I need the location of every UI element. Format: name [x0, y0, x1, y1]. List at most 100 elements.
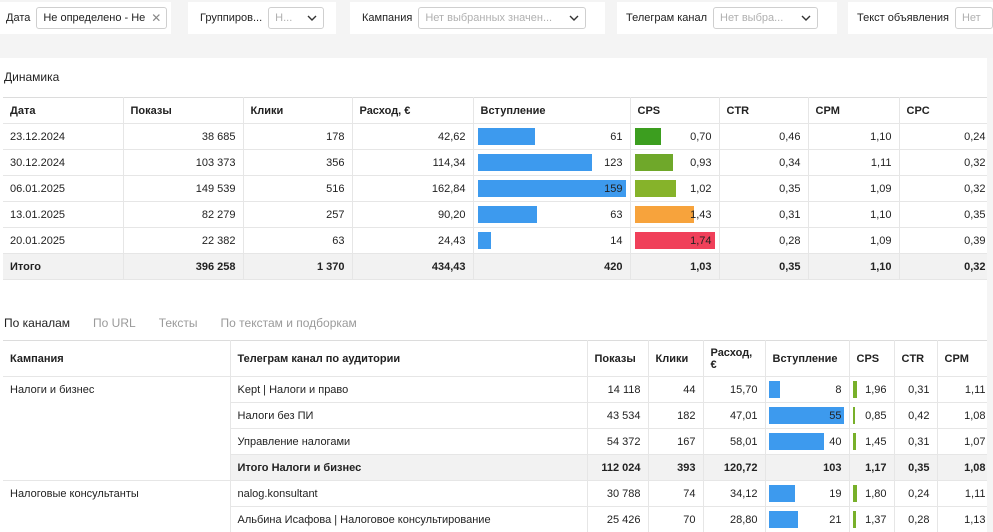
- cps-bar-cell: 1,74: [630, 227, 720, 254]
- table-row[interactable]: 30.12.2024 103 373 356 114,34 123 0,93 0,34 1,1…: [3, 149, 993, 176]
- telegram-filter: Телеграм канал Нет выбра...: [617, 2, 837, 34]
- column-header-campaign[interactable]: Кампания: [3, 340, 231, 377]
- date-cell: 13.01.2025: [3, 201, 124, 228]
- cpm-cell: 1,08: [937, 402, 993, 429]
- column-header-cps[interactable]: CPS: [630, 97, 720, 124]
- joins-bar-value: 19: [829, 487, 842, 500]
- cpc-cell: 0,32: [899, 149, 993, 176]
- joins-bar: [768, 485, 795, 502]
- total-clicks-cell: 1 370: [243, 253, 353, 280]
- close-icon[interactable]: ✕: [151, 11, 162, 25]
- channel-cell[interactable]: Альбина Исафова | Налоговое консультиров…: [230, 506, 588, 532]
- subtotal-cps-cell: 1,17: [849, 454, 895, 481]
- channel-cell[interactable]: Налоги без ПИ: [230, 402, 588, 429]
- column-header-shows[interactable]: Показы: [123, 97, 244, 124]
- cps-bar-cell: 1,96: [849, 376, 895, 403]
- cps-bar: [634, 206, 694, 223]
- column-header-date[interactable]: Дата: [3, 97, 124, 124]
- joins-bar-value: 63: [610, 208, 623, 221]
- joins-bar-value: 61: [610, 130, 623, 143]
- cpm-cell: 1,11: [808, 149, 900, 176]
- column-header-ctr[interactable]: CTR: [894, 340, 938, 377]
- adtext-filter-placeholder: Нет: [961, 12, 981, 24]
- telegram-filter-label: Телеграм канал: [626, 12, 708, 24]
- subtotal-row: Итого Налоги и бизнес 112 024 393 120,72 103…: [3, 454, 993, 481]
- column-header-clicks[interactable]: Клики: [648, 340, 704, 377]
- table-row[interactable]: Налоговые консультанты nalog.konsultant 30…: [3, 480, 993, 532]
- cps-bar: [634, 232, 715, 249]
- subtotal-shows-cell: 112 024: [587, 454, 649, 481]
- table-row[interactable]: 06.01.2025 149 539 516 162,84 159 1,02 0,35 1,0…: [3, 175, 993, 202]
- dynamics-header-row: Дата Показы Клики Расход, € Вступление C…: [3, 97, 993, 124]
- page-scrollbar[interactable]: [987, 58, 993, 532]
- cps-bar-value: 1,02: [690, 182, 712, 195]
- table-row[interactable]: Налоги и бизнес Kept | Налоги и право 14 1…: [3, 376, 993, 481]
- channel-cell[interactable]: nalog.konsultant: [230, 480, 588, 507]
- channel-cell[interactable]: Kept | Налоги и право: [230, 376, 588, 403]
- column-header-joins[interactable]: Вступление: [473, 97, 631, 124]
- date-filter-select[interactable]: Не определено - Не ✕: [36, 7, 168, 29]
- column-header-cpm[interactable]: CPM: [937, 340, 993, 377]
- column-header-telegram-channel[interactable]: Телеграм канал по аудитории: [230, 340, 588, 377]
- joins-bar: [768, 381, 780, 398]
- tab-by-url[interactable]: По URL: [93, 316, 136, 330]
- date-cell: 20.01.2025: [3, 227, 124, 254]
- ctr-cell: 0,31: [719, 201, 809, 228]
- channel-cell[interactable]: Управление налогами: [230, 428, 588, 455]
- cps-bar-cell: 0,85: [849, 402, 895, 429]
- spend-cell: 42,62: [352, 123, 474, 150]
- spend-cell: 47,01: [703, 402, 766, 429]
- joins-bar: [768, 433, 824, 450]
- table-row[interactable]: Управление налогами 54 372 167 58,01 40 1,45 0…: [3, 428, 993, 455]
- column-header-spend[interactable]: Расход, €: [703, 340, 766, 377]
- joins-bar: [477, 128, 535, 145]
- total-spend-cell: 434,43: [352, 253, 474, 280]
- column-header-spend[interactable]: Расход, €: [352, 97, 474, 124]
- column-header-cps[interactable]: CPS: [849, 340, 895, 377]
- ctr-cell: 0,34: [719, 149, 809, 176]
- cpc-cell: 0,35: [899, 201, 993, 228]
- chevron-down-icon: [569, 15, 579, 21]
- joins-bar-cell: 14: [473, 227, 631, 254]
- cps-bar: [634, 128, 661, 145]
- cps-bar: [852, 511, 856, 528]
- adtext-filter-select[interactable]: Нет: [954, 7, 993, 29]
- cpm-cell: 1,09: [808, 227, 900, 254]
- joins-bar-value: 14: [610, 234, 623, 247]
- column-header-cpc[interactable]: CPC: [899, 97, 993, 124]
- cps-bar-cell: 1,80: [849, 480, 895, 507]
- clicks-cell: 182: [648, 402, 704, 429]
- campaign-filter-placeholder: Нет выбранных значен...: [425, 12, 553, 24]
- table-row[interactable]: 13.01.2025 82 279 257 90,20 63 1,43 0,31 1,10 0,…: [3, 201, 993, 228]
- telegram-filter-select[interactable]: Нет выбра...: [713, 7, 819, 29]
- clicks-cell: 74: [648, 480, 704, 507]
- spend-cell: 28,80: [703, 506, 766, 532]
- column-header-shows[interactable]: Показы: [587, 340, 649, 377]
- joins-bar-cell: 63: [473, 201, 631, 228]
- grouping-filter-select[interactable]: Н...: [268, 7, 325, 29]
- cpm-cell: 1,07: [937, 428, 993, 455]
- column-header-ctr[interactable]: CTR: [719, 97, 809, 124]
- campaign-filter-select[interactable]: Нет выбранных значен...: [418, 7, 587, 29]
- table-row[interactable]: Альбина Исафова | Налоговое консультиров…: [3, 506, 993, 532]
- total-cpm-cell: 1,10: [808, 253, 900, 280]
- table-row[interactable]: 23.12.2024 38 685 178 42,62 61 0,70 0,46 1,10 0,…: [3, 123, 993, 150]
- table-row[interactable]: 20.01.2025 22 382 63 24,43 14 1,74 0,28 1,09 0,3…: [3, 227, 993, 254]
- clicks-cell: 356: [243, 149, 353, 176]
- column-header-cpm[interactable]: CPM: [808, 97, 900, 124]
- telegram-filter-placeholder: Нет выбра...: [720, 12, 784, 24]
- cps-bar: [634, 180, 676, 197]
- table-row[interactable]: Налоги без ПИ 43 534 182 47,01 55 0,85 0,42 1,0…: [3, 402, 993, 429]
- joins-bar-cell: 123: [473, 149, 631, 176]
- tab-by-channels[interactable]: По каналам: [4, 316, 71, 330]
- column-header-clicks[interactable]: Клики: [243, 97, 353, 124]
- cpc-cell: 0,32: [899, 175, 993, 202]
- joins-bar-value: 159: [604, 182, 623, 195]
- clicks-cell: 178: [243, 123, 353, 150]
- tab-texts[interactable]: Тексты: [158, 316, 198, 330]
- ctr-cell: 0,31: [894, 428, 938, 455]
- column-header-joins[interactable]: Вступление: [765, 340, 850, 377]
- clicks-cell: 63: [243, 227, 353, 254]
- total-shows-cell: 396 258: [123, 253, 244, 280]
- tab-by-texts-and-selections[interactable]: По текстам и подборкам: [220, 316, 357, 330]
